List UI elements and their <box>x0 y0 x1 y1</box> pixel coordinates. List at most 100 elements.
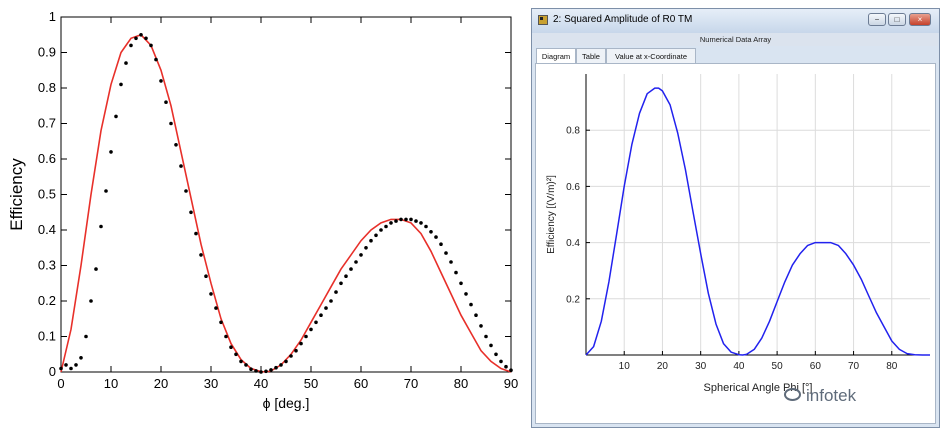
measurement-point <box>499 359 503 364</box>
y-tick-label: 0.8 <box>566 126 580 137</box>
measurement-point <box>254 369 258 373</box>
y-tick-label: 0.1 <box>38 329 56 344</box>
data-window: 2: Squared Amplitude of R0 TM − □ × Nume… <box>531 8 940 428</box>
x-tick-label: 60 <box>354 376 368 391</box>
measurement-point <box>434 235 438 239</box>
left-chart: 0 10 20 30 40 50 60 70 80 90 0 0.1 0.2 0.3 0.4 0.5 0.6 0.… <box>7 9 518 411</box>
x-tick-label: 10 <box>104 376 118 391</box>
measurement-point <box>339 281 343 286</box>
measurement-point <box>174 143 178 147</box>
measurement-point <box>424 224 428 229</box>
measurement-point <box>164 100 168 104</box>
x-tick-label: 30 <box>204 376 218 391</box>
measurement-point <box>334 290 338 294</box>
measurement-point <box>349 267 353 271</box>
measurement-point <box>279 363 283 367</box>
measurement-point <box>219 320 223 325</box>
measurement-point <box>69 366 73 371</box>
measurement-point <box>119 82 123 87</box>
tab-diagram[interactable]: Diagram <box>536 48 576 64</box>
measurement-point <box>309 327 313 332</box>
watermark-text: infotek <box>806 386 857 405</box>
measurement-point <box>94 267 98 271</box>
measurement-point <box>494 352 498 357</box>
measurement-point <box>454 270 458 275</box>
x-tick-label: 30 <box>695 361 707 372</box>
measurement-point <box>354 260 358 264</box>
measurement-point <box>59 366 63 371</box>
measurement-point <box>504 364 508 369</box>
y-tick-label: 1 <box>49 9 56 24</box>
y-tick-label: 0.3 <box>38 258 56 273</box>
measurement-point <box>484 334 488 339</box>
window-titlebar[interactable]: 2: Squared Amplitude of R0 TM − □ × <box>532 9 939 33</box>
measurement-point <box>89 299 93 303</box>
measurement-point <box>409 217 413 222</box>
diagram-panel: 10 20 30 40 50 60 70 80 0.2 0.4 0.6 0.8 Spherical An… <box>535 63 936 424</box>
measurement-point <box>269 368 273 372</box>
measurement-point <box>114 114 118 119</box>
tab-table[interactable]: Table <box>576 48 606 63</box>
close-button[interactable]: × <box>909 13 931 26</box>
measurement-point <box>199 253 203 257</box>
measurement-point <box>109 150 113 154</box>
measurement-point <box>449 260 453 264</box>
measurement-point <box>124 61 128 65</box>
measurement-point <box>374 233 378 238</box>
measurement-point <box>234 352 238 357</box>
measurement-point <box>154 57 158 62</box>
y-tick-label: 0.9 <box>38 45 56 60</box>
measurement-point <box>364 246 368 250</box>
tab-value-at-x[interactable]: Value at x-Coordinate <box>606 48 696 63</box>
x-tick-label: 50 <box>772 361 784 372</box>
y-tick-label: 0.6 <box>38 151 56 166</box>
y-tick-label: 0 <box>49 364 56 379</box>
y-axis-label: Efficiency <box>7 158 26 231</box>
measurement-point <box>474 313 478 318</box>
measurement-point <box>444 251 448 255</box>
measurement-point <box>384 224 388 229</box>
measurement-point <box>239 359 243 364</box>
measurement-point <box>289 354 293 358</box>
measurement-point <box>324 306 328 310</box>
x-tick-label: 40 <box>254 376 268 391</box>
y-tick-label: 0.6 <box>566 182 580 193</box>
measurement-point <box>259 370 263 374</box>
y-tick-label: 0.4 <box>38 222 56 237</box>
measurement-point <box>379 228 383 232</box>
measurement-point <box>229 345 233 350</box>
measurement-point <box>134 36 138 41</box>
measurement-point <box>209 292 213 296</box>
x-tick-label: 90 <box>504 376 518 391</box>
x-tick-label: 0 <box>57 376 64 391</box>
measurement-point <box>419 221 423 225</box>
x-tick-label: 20 <box>154 376 168 391</box>
measurement-point <box>329 299 333 303</box>
measurement-point <box>224 334 228 339</box>
y-tick-label: 0.2 <box>566 294 580 305</box>
x-tick-label: 50 <box>304 376 318 391</box>
x-tick-label: 20 <box>657 361 669 372</box>
measurement-point <box>79 356 83 360</box>
measurement-point <box>414 219 418 223</box>
x-tick-label: 80 <box>454 376 468 391</box>
y-tick-label: 0.7 <box>38 116 56 131</box>
measurement-point <box>144 36 148 41</box>
measurement-point <box>159 79 163 83</box>
measurement-point <box>74 363 78 367</box>
x-tick-label: 70 <box>848 361 860 372</box>
measurement-point <box>214 306 218 310</box>
measurement-point <box>204 274 208 279</box>
y-tick-label: 0.2 <box>38 293 56 308</box>
measurement-point <box>274 365 278 370</box>
y-tick-label: 0.4 <box>566 238 580 249</box>
x-tick-label: 70 <box>404 376 418 391</box>
measurement-point <box>459 281 463 286</box>
maximize-button[interactable]: □ <box>888 13 906 26</box>
minimize-button[interactable]: − <box>868 13 886 26</box>
measurement-point <box>299 341 303 346</box>
measurement-point <box>189 210 193 215</box>
measurement-point <box>84 334 88 339</box>
subheader-title: Numerical Data Array <box>533 33 938 46</box>
